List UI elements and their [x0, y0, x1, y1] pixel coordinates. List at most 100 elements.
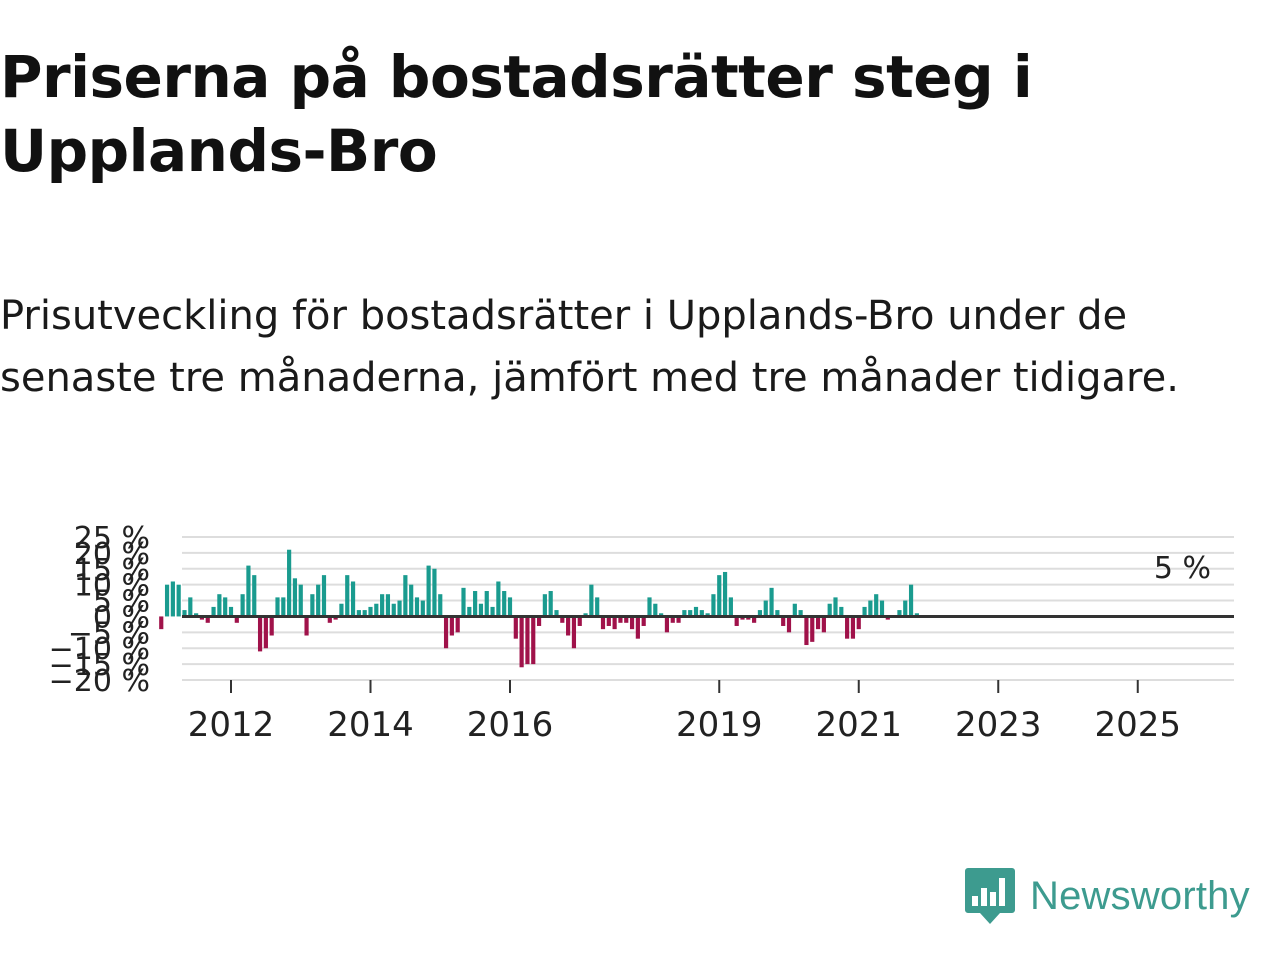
- bar: [473, 591, 478, 617]
- bar: [670, 616, 675, 623]
- bar: [414, 597, 420, 617]
- x-tick-label: 2014: [327, 705, 414, 745]
- chart-subtitle: Prisutveckling för bostadsrätter i Uppla…: [0, 293, 1179, 401]
- bar: [287, 549, 292, 617]
- x-tick-label: 2025: [1094, 705, 1181, 745]
- bar: [368, 606, 373, 617]
- bar: [374, 603, 379, 617]
- bar: [728, 597, 733, 617]
- bar: [786, 616, 792, 633]
- bar: [502, 591, 507, 617]
- bar: [600, 616, 606, 630]
- x-tick-label: 2019: [676, 705, 763, 745]
- bar: [356, 610, 361, 617]
- bar: [583, 613, 588, 617]
- bar: [792, 603, 797, 617]
- bar: [205, 616, 210, 623]
- bar: [781, 616, 786, 626]
- bar: [682, 610, 687, 617]
- bar: [908, 584, 914, 617]
- bar: [659, 613, 664, 617]
- bar: [624, 616, 629, 623]
- bar: [438, 594, 443, 617]
- bar: [839, 606, 844, 617]
- bar: [321, 575, 327, 617]
- y-tick-label: −5 %: [68, 616, 150, 651]
- bar: [531, 616, 536, 665]
- bar: [566, 616, 571, 636]
- bar: [688, 610, 693, 617]
- x-axis: 2012 2014 2016 2019 2021 2023 2025: [188, 680, 1181, 745]
- bar: [769, 587, 774, 617]
- bar: [536, 616, 542, 626]
- bar: [757, 610, 763, 617]
- bar: [333, 616, 338, 620]
- bar: [246, 565, 251, 617]
- bar: [298, 584, 303, 617]
- bar: [879, 600, 885, 617]
- bar: [734, 616, 739, 626]
- x-tick-label: 2023: [955, 705, 1042, 745]
- bar: [693, 606, 699, 617]
- bar: [560, 616, 565, 623]
- bar: [542, 594, 547, 617]
- x-tick-label: 2016: [467, 705, 554, 745]
- bar: [589, 584, 594, 617]
- bar: [345, 575, 350, 617]
- bar: [810, 616, 815, 642]
- bar: [490, 606, 495, 617]
- y-tick-label: 20 %: [74, 537, 150, 572]
- bar: [874, 594, 879, 617]
- bar: [385, 594, 391, 617]
- bar: [740, 616, 745, 620]
- bar: [275, 597, 280, 617]
- bar: [856, 616, 861, 630]
- bar: [606, 616, 611, 626]
- bar: [885, 616, 890, 620]
- y-tick-label: 10 %: [74, 569, 150, 604]
- bar-chart: −20 %−15 %−10 %−5 %0 %5 %10 %15 %20 %25 …: [49, 521, 1234, 745]
- bar: [507, 597, 513, 617]
- bar: [699, 610, 704, 617]
- bar: [170, 581, 175, 617]
- bar: [827, 603, 832, 617]
- bar: [484, 591, 489, 617]
- chart-title: Priserna på bostadsrätter steg i Uppland…: [0, 43, 1033, 185]
- bar: [409, 584, 414, 617]
- bar: [188, 597, 193, 617]
- bar: [705, 613, 710, 617]
- bar: [159, 616, 164, 630]
- bar: [804, 616, 809, 646]
- bar: [525, 616, 530, 665]
- bar: [350, 581, 356, 617]
- bar: [252, 575, 257, 617]
- brand-name: Newsworthy: [1030, 873, 1250, 918]
- bar: [228, 606, 234, 617]
- y-tick-label: −15 %: [49, 648, 150, 683]
- bar: [845, 616, 850, 639]
- bar: [240, 594, 245, 617]
- brand-logo: Newsworthy: [964, 864, 1250, 928]
- bar: [403, 575, 408, 617]
- bar: [868, 600, 873, 617]
- bar: [362, 610, 367, 617]
- y-tick-label: −10 %: [49, 632, 150, 667]
- bar: [513, 616, 518, 639]
- bar: [676, 616, 681, 623]
- bar: [815, 616, 821, 630]
- bar: [304, 616, 309, 636]
- bar: [798, 610, 803, 617]
- bar: [211, 606, 216, 617]
- bar: [746, 616, 751, 620]
- newsworthy-logo-icon: [965, 868, 1015, 924]
- bar: [717, 575, 722, 617]
- bar: [380, 594, 385, 617]
- bar: [426, 565, 431, 617]
- bar: [217, 594, 222, 617]
- bar: [397, 600, 402, 617]
- bar: [821, 616, 826, 633]
- bar: [664, 616, 670, 633]
- y-tick-label: 25 %: [74, 521, 150, 556]
- bar: [833, 597, 838, 617]
- bar: [595, 597, 600, 617]
